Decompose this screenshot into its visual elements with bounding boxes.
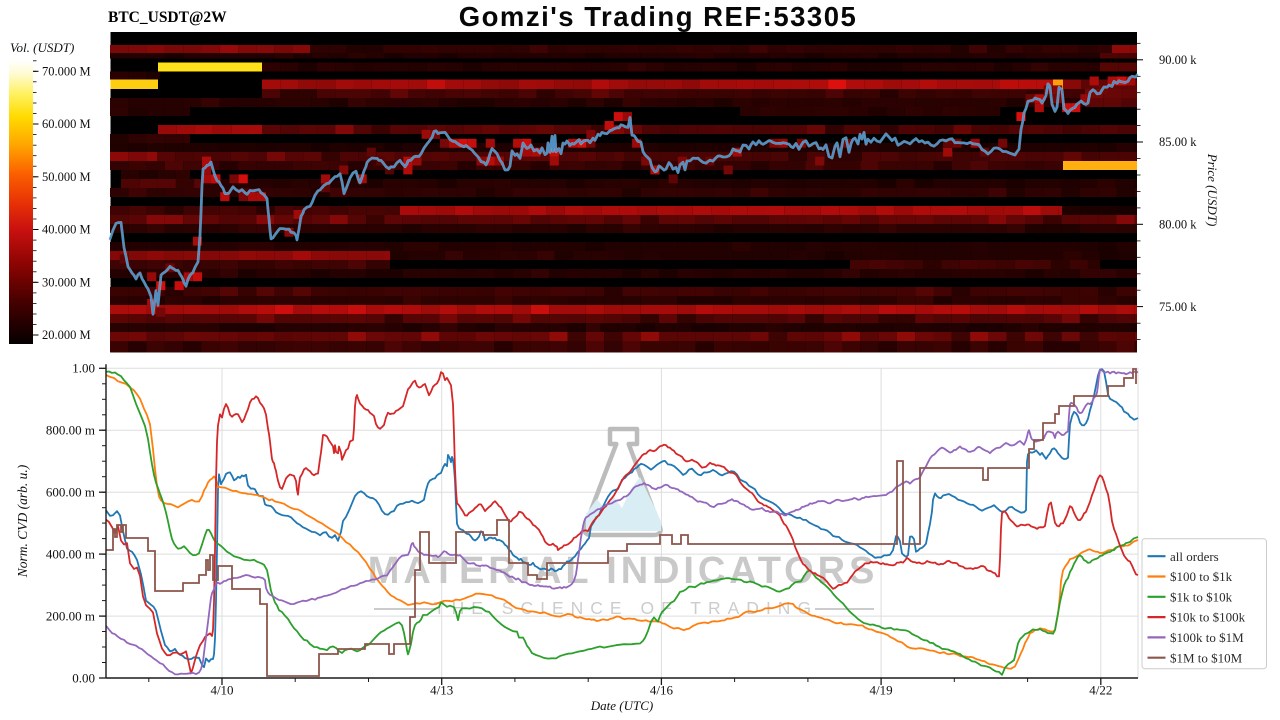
- svg-text:all orders: all orders: [1170, 549, 1219, 564]
- svg-text:$100k to $1M: $100k to $1M: [1170, 630, 1244, 645]
- svg-text:$1k to $10k: $1k to $10k: [1170, 589, 1233, 604]
- svg-text:MATERIAL INDICATORS: MATERIAL INDICATORS: [368, 550, 878, 592]
- svg-text:Norm. CVD (arb. u.): Norm. CVD (arb. u.): [15, 464, 30, 578]
- svg-text:60.000 M: 60.000 M: [42, 117, 91, 131]
- svg-text:THE SCIENCE OF TRADING: THE SCIENCE OF TRADING: [434, 598, 818, 618]
- svg-text:200.00 m: 200.00 m: [46, 609, 95, 624]
- svg-text:Gomzi's Trading REF:53305: Gomzi's Trading REF:53305: [459, 1, 858, 32]
- svg-text:20.000 M: 20.000 M: [42, 328, 91, 342]
- svg-text:90.00 k: 90.00 k: [1159, 53, 1197, 67]
- svg-text:400.00 m: 400.00 m: [46, 547, 95, 562]
- svg-text:70.000 M: 70.000 M: [42, 65, 91, 79]
- svg-text:0.00: 0.00: [72, 670, 95, 685]
- svg-text:$1M to $10M: $1M to $10M: [1170, 650, 1243, 665]
- svg-text:80.00 k: 80.00 k: [1159, 218, 1197, 232]
- svg-text:$10k to $100k: $10k to $100k: [1170, 610, 1246, 625]
- svg-text:4/19: 4/19: [870, 683, 893, 698]
- svg-text:85.00 k: 85.00 k: [1159, 135, 1197, 149]
- svg-text:800.00 m: 800.00 m: [46, 423, 95, 438]
- svg-text:4/13: 4/13: [430, 683, 453, 698]
- svg-text:Vol. (USDT): Vol. (USDT): [10, 40, 74, 55]
- svg-text:Price (USDT): Price (USDT): [1205, 153, 1220, 227]
- svg-text:4/16: 4/16: [650, 683, 674, 698]
- svg-text:50.000 M: 50.000 M: [42, 170, 91, 184]
- svg-text:600.00 m: 600.00 m: [46, 485, 95, 500]
- svg-text:40.000 M: 40.000 M: [42, 223, 91, 237]
- svg-text:1.00: 1.00: [72, 361, 95, 376]
- svg-text:4/22: 4/22: [1089, 683, 1112, 698]
- svg-text:$100 to $1k: $100 to $1k: [1170, 569, 1233, 584]
- svg-text:75.00 k: 75.00 k: [1159, 300, 1197, 314]
- svg-text:BTC_USDT@2W: BTC_USDT@2W: [108, 9, 227, 26]
- svg-text:Date (UTC): Date (UTC): [590, 698, 653, 713]
- svg-text:30.000 M: 30.000 M: [42, 276, 91, 290]
- svg-text:4/10: 4/10: [210, 683, 233, 698]
